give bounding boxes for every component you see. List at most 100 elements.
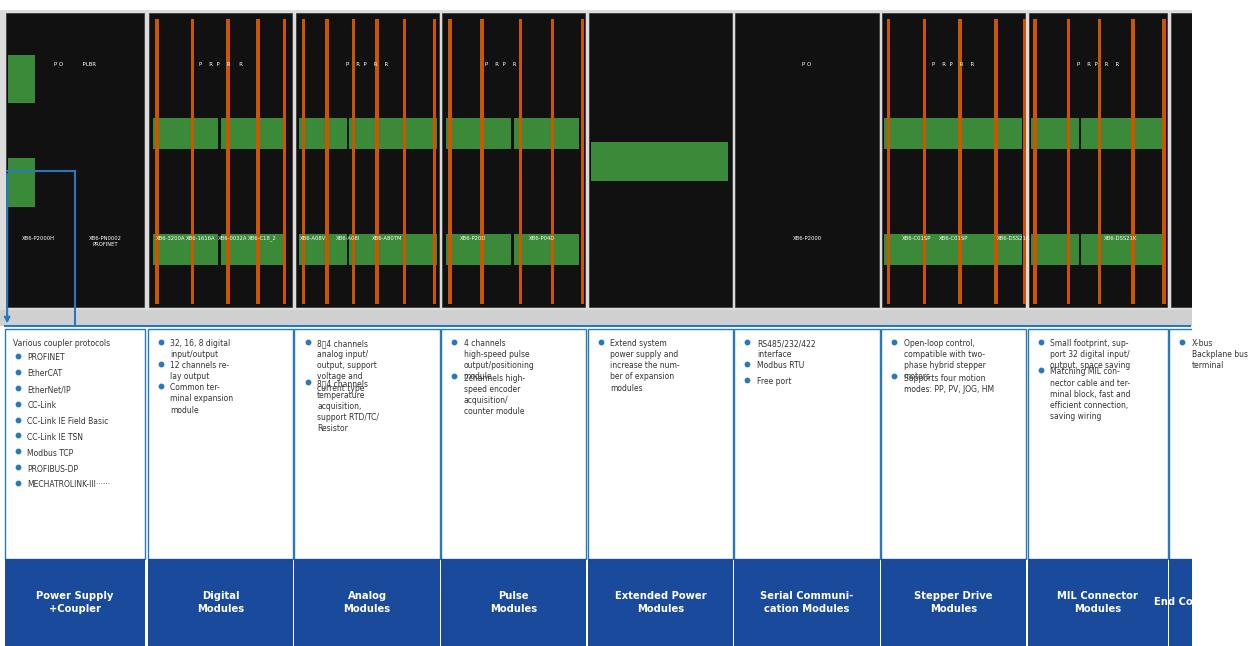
FancyBboxPatch shape xyxy=(221,118,286,149)
Text: 12 channels re-
lay output: 12 channels re- lay output xyxy=(171,361,230,381)
Text: P    R  P    R    R: P R P R R xyxy=(346,62,388,67)
FancyBboxPatch shape xyxy=(446,234,512,265)
FancyBboxPatch shape xyxy=(0,310,1192,326)
FancyBboxPatch shape xyxy=(5,329,146,559)
Text: XB6-C01SP: XB6-C01SP xyxy=(902,236,931,241)
FancyBboxPatch shape xyxy=(326,19,329,304)
FancyBboxPatch shape xyxy=(5,559,146,646)
Text: XB6-A08V: XB6-A08V xyxy=(301,236,327,241)
Text: MECHATROLINK-III······: MECHATROLINK-III······ xyxy=(27,481,111,490)
FancyBboxPatch shape xyxy=(881,329,1026,559)
FancyBboxPatch shape xyxy=(349,234,397,265)
FancyBboxPatch shape xyxy=(300,234,347,265)
FancyBboxPatch shape xyxy=(1031,118,1078,149)
Text: 8、4 channels
temperature
acquisition,
support RTD/TC/
Resistor: 8、4 channels temperature acquisition, su… xyxy=(317,380,379,433)
FancyBboxPatch shape xyxy=(155,19,158,304)
FancyBboxPatch shape xyxy=(300,118,347,149)
Text: XB6-1616A: XB6-1616A xyxy=(186,236,215,241)
Text: 4 channels
high-speed pulse
output/positioning
module: 4 channels high-speed pulse output/posit… xyxy=(464,339,534,381)
FancyBboxPatch shape xyxy=(433,19,437,304)
FancyBboxPatch shape xyxy=(734,559,880,646)
Text: Small footprint, sup-
port 32 digital input/
output, space saving: Small footprint, sup- port 32 digital in… xyxy=(1050,339,1131,370)
FancyBboxPatch shape xyxy=(1131,19,1134,304)
FancyBboxPatch shape xyxy=(226,19,230,304)
FancyBboxPatch shape xyxy=(592,142,729,181)
FancyBboxPatch shape xyxy=(885,234,1022,265)
FancyBboxPatch shape xyxy=(302,19,306,304)
FancyBboxPatch shape xyxy=(349,118,397,149)
Text: 32, 16, 8 digital
input/output: 32, 16, 8 digital input/output xyxy=(171,339,231,359)
FancyBboxPatch shape xyxy=(1129,118,1164,149)
FancyBboxPatch shape xyxy=(588,329,733,559)
Text: P O           PLBR: P O PLBR xyxy=(54,62,96,67)
FancyBboxPatch shape xyxy=(441,559,587,646)
FancyBboxPatch shape xyxy=(296,13,438,307)
Text: Various coupler protocols: Various coupler protocols xyxy=(14,339,110,348)
FancyBboxPatch shape xyxy=(887,19,890,304)
Text: Extend system
power supply and
increase the num-
ber of expansion
modules: Extend system power supply and increase … xyxy=(610,339,680,393)
Text: 8、4 channels
analog input/
output, support
voltage and
current type: 8、4 channels analog input/ output, suppo… xyxy=(317,339,377,393)
FancyBboxPatch shape xyxy=(514,118,579,149)
Text: XB6-P04D: XB6-P04D xyxy=(529,236,555,241)
Text: PROFINET: PROFINET xyxy=(27,353,65,362)
FancyBboxPatch shape xyxy=(588,559,733,646)
FancyBboxPatch shape xyxy=(580,19,584,304)
FancyBboxPatch shape xyxy=(147,329,293,559)
Text: P O: P O xyxy=(802,62,811,67)
FancyBboxPatch shape xyxy=(152,118,218,149)
Text: PROFIBUS-DP: PROFIBUS-DP xyxy=(27,464,79,474)
FancyBboxPatch shape xyxy=(1169,329,1196,559)
Text: XB6-A08I: XB6-A08I xyxy=(336,236,361,241)
FancyBboxPatch shape xyxy=(295,559,439,646)
Text: Common ter-
minal expansion
module: Common ter- minal expansion module xyxy=(171,383,233,415)
Text: Serial Communi-
cation Modules: Serial Communi- cation Modules xyxy=(760,591,854,614)
FancyBboxPatch shape xyxy=(734,329,880,559)
Text: RS485/232/422
interface: RS485/232/422 interface xyxy=(758,339,815,359)
FancyBboxPatch shape xyxy=(295,329,439,559)
FancyBboxPatch shape xyxy=(1081,234,1129,265)
Text: 2channels high-
speed encoder
acquisition/
counter module: 2channels high- speed encoder acquisitio… xyxy=(464,373,525,416)
FancyBboxPatch shape xyxy=(518,19,522,304)
FancyBboxPatch shape xyxy=(881,559,1026,646)
FancyBboxPatch shape xyxy=(256,19,260,304)
Text: XB6-P2000H: XB6-P2000H xyxy=(21,236,55,241)
Text: EtherNet/IP: EtherNet/IP xyxy=(27,385,71,394)
Text: Stepper Drive
Modules: Stepper Drive Modules xyxy=(915,591,993,614)
Text: XB6-DSS21K: XB6-DSS21K xyxy=(1103,236,1137,241)
Text: MIL Connector
Modules: MIL Connector Modules xyxy=(1057,591,1138,614)
Text: Matching MIL con-
nector cable and ter-
minal block, fast and
efficient connecti: Matching MIL con- nector cable and ter- … xyxy=(1050,368,1131,421)
FancyBboxPatch shape xyxy=(0,10,1192,310)
FancyBboxPatch shape xyxy=(1081,118,1129,149)
FancyBboxPatch shape xyxy=(885,118,1022,149)
Text: Free port: Free port xyxy=(758,377,791,386)
Text: Digital
Modules: Digital Modules xyxy=(197,591,245,614)
FancyBboxPatch shape xyxy=(6,13,145,307)
FancyBboxPatch shape xyxy=(1027,329,1168,559)
Text: Supports four motion
modes: PP, PV, JOG, HM: Supports four motion modes: PP, PV, JOG,… xyxy=(904,373,993,394)
FancyBboxPatch shape xyxy=(1171,13,1194,307)
FancyBboxPatch shape xyxy=(550,19,554,304)
FancyBboxPatch shape xyxy=(1028,13,1167,307)
FancyBboxPatch shape xyxy=(1162,19,1166,304)
FancyBboxPatch shape xyxy=(1098,19,1102,304)
FancyBboxPatch shape xyxy=(221,234,286,265)
FancyBboxPatch shape xyxy=(882,13,1025,307)
FancyBboxPatch shape xyxy=(922,19,926,304)
FancyBboxPatch shape xyxy=(1031,234,1078,265)
Text: Modbus RTU: Modbus RTU xyxy=(758,361,804,370)
FancyBboxPatch shape xyxy=(1067,19,1071,304)
Text: P    R  P    R    R: P R P R R xyxy=(1077,62,1119,67)
Text: CC-Link IE Field Basic: CC-Link IE Field Basic xyxy=(27,417,109,426)
FancyBboxPatch shape xyxy=(1129,234,1164,265)
FancyBboxPatch shape xyxy=(1027,559,1168,646)
Text: EtherCAT: EtherCAT xyxy=(27,370,62,379)
FancyBboxPatch shape xyxy=(1169,559,1196,646)
FancyBboxPatch shape xyxy=(442,13,585,307)
FancyBboxPatch shape xyxy=(9,158,35,207)
FancyBboxPatch shape xyxy=(9,55,35,103)
Text: Pulse
Modules: Pulse Modules xyxy=(490,591,538,614)
Text: Power Supply
+Coupler: Power Supply +Coupler xyxy=(36,591,114,614)
FancyBboxPatch shape xyxy=(480,19,484,304)
Text: CC-Link: CC-Link xyxy=(27,401,56,410)
Text: P    R  P    R     R: P R P R R xyxy=(198,62,242,67)
